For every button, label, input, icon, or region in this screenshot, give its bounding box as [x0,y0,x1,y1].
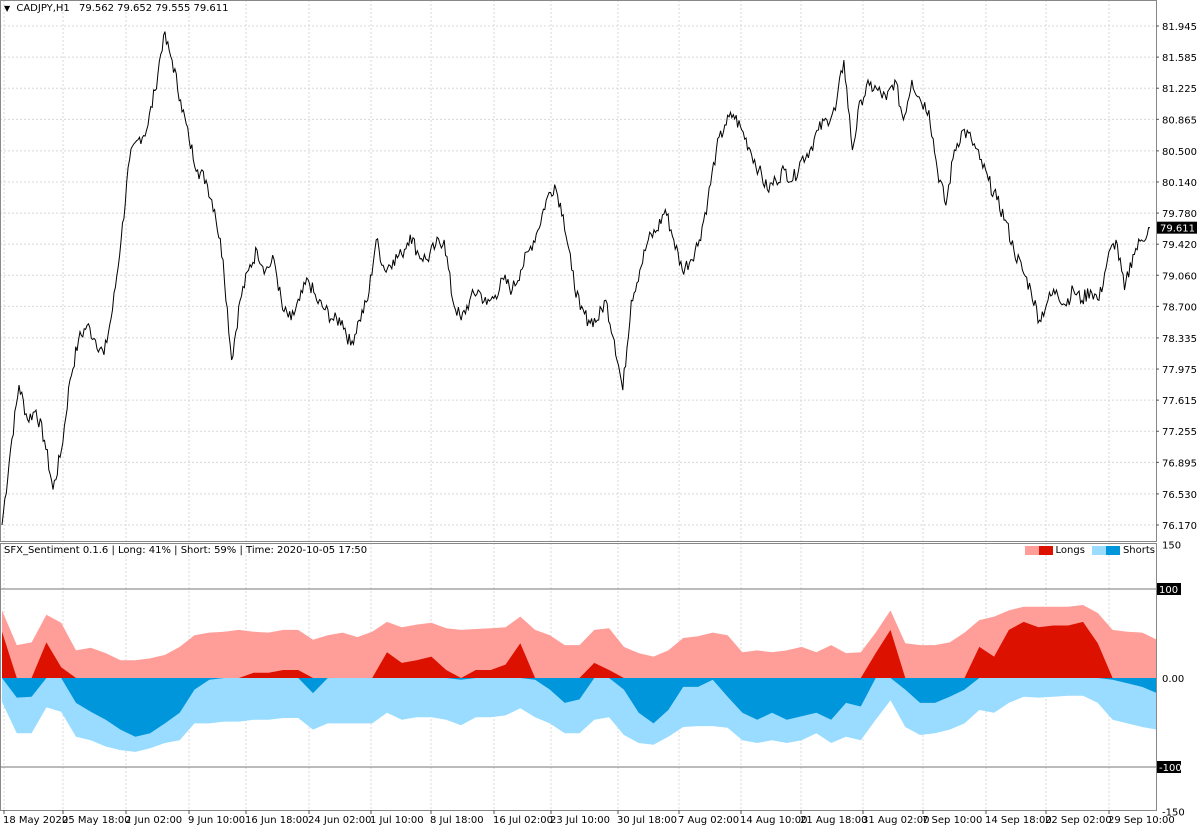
legend-shorts: Shorts [1122,545,1155,556]
time-tick-label: 14 Sep 18:00 [985,815,1052,826]
shorts-net-swatch [1105,546,1120,555]
shorts-net-area [2,678,1157,737]
price-line [1,31,1151,526]
time-tick-label: 16 Jun 18:00 [245,815,309,826]
price-tick-label: 77.975 [1162,365,1197,376]
price-tick-label: 78.700 [1162,302,1197,313]
indicator-title: SFX_Sentiment 0.1.6 | Long: 41% | Short:… [4,545,368,556]
longs-total-area [2,605,1157,678]
indicator-axis-label: -150 [1162,808,1185,819]
time-tick-label: 7 Sep 10:00 [922,815,982,826]
level-label-bg [1157,761,1181,773]
time-tick-label: 8 Jul 18:00 [430,815,484,826]
price-tick-label: 77.255 [1162,427,1197,438]
indicator-axis-label: -100 [1159,763,1182,774]
price-tick-label: 79.420 [1162,240,1197,251]
longs-net-area [2,621,1157,678]
time-tick-label: 1 Jul 10:00 [370,815,424,826]
price-tick-label: 79.060 [1162,271,1197,282]
ohlc-values: 79.562 79.652 79.555 79.611 [78,3,229,14]
price-tick-label: 79.780 [1162,209,1197,220]
price-tick-label: 76.170 [1162,521,1197,532]
price-tick-label: 76.895 [1162,458,1197,469]
price-tick-label: 78.335 [1162,334,1197,345]
price-pane-border [0,0,1157,542]
level-label-bg [1157,583,1181,595]
axes: 81.945 81.585 81.225 80.865 80.500 80.140 79.7… [3,22,1197,826]
time-tick-label: 2 Jun 02:00 [125,815,182,826]
current-price-tag [1157,221,1197,234]
time-tick-label: 18 May 2020 [3,815,68,826]
legend-longs: Longs [1055,545,1085,556]
current-price-label: 79.611 [1160,224,1195,235]
time-tick-label: 29 Sep 10:00 [1108,815,1175,826]
time-tick-label: 7 Aug 02:00 [678,815,739,826]
price-tick-label: 80.500 [1162,147,1197,158]
indicator-axis-label: 100 [1159,585,1178,596]
triangle-down-icon[interactable]: ▼ [4,4,11,13]
indicator-axis-label: 0.00 [1162,674,1184,685]
time-tick-label: 31 Aug 02:00 [862,815,929,826]
price-tick-label: 77.615 [1162,396,1197,407]
time-tick-label: 21 Aug 18:00 [800,815,867,826]
price-tick-label: 76.530 [1162,490,1197,501]
price-tick-label: 80.865 [1162,115,1197,126]
sentiment-areas [2,605,1157,752]
time-tick-label: 22 Sep 02:00 [1045,815,1112,826]
time-tick-label: 25 May 18:00 [62,815,131,826]
indicator-pane-border [0,543,1157,811]
time-tick-label: 30 Jul 18:00 [617,815,677,826]
price-tick-label: 81.945 [1162,22,1197,33]
price-series [1,31,1151,526]
time-tick-label: 23 Jul 10:00 [550,815,610,826]
indicator-axis-label: 150 [1162,541,1181,552]
time-tick-label: 16 Jul 02:00 [493,815,553,826]
shorts-total-area [2,678,1157,752]
chart-frame [0,0,1157,811]
indicator-legend: Longs Shorts [1024,545,1155,556]
longs-net-swatch [1038,546,1053,555]
price-tick-label: 81.225 [1162,84,1197,95]
price-tick-label: 81.585 [1162,53,1197,64]
time-tick-label: 9 Jun 10:00 [188,815,245,826]
symbol-label: CADJPY,H1 [16,3,70,14]
chart-header: ▼ CADJPY,H1 79.562 79.652 79.555 79.611 [4,3,228,14]
shorts-total-swatch [1091,546,1106,555]
longs-total-swatch [1024,546,1039,555]
price-tick-label: 80.140 [1162,178,1197,189]
time-tick-label: 14 Aug 10:00 [740,815,807,826]
time-tick-label: 24 Jun 02:00 [308,815,372,826]
